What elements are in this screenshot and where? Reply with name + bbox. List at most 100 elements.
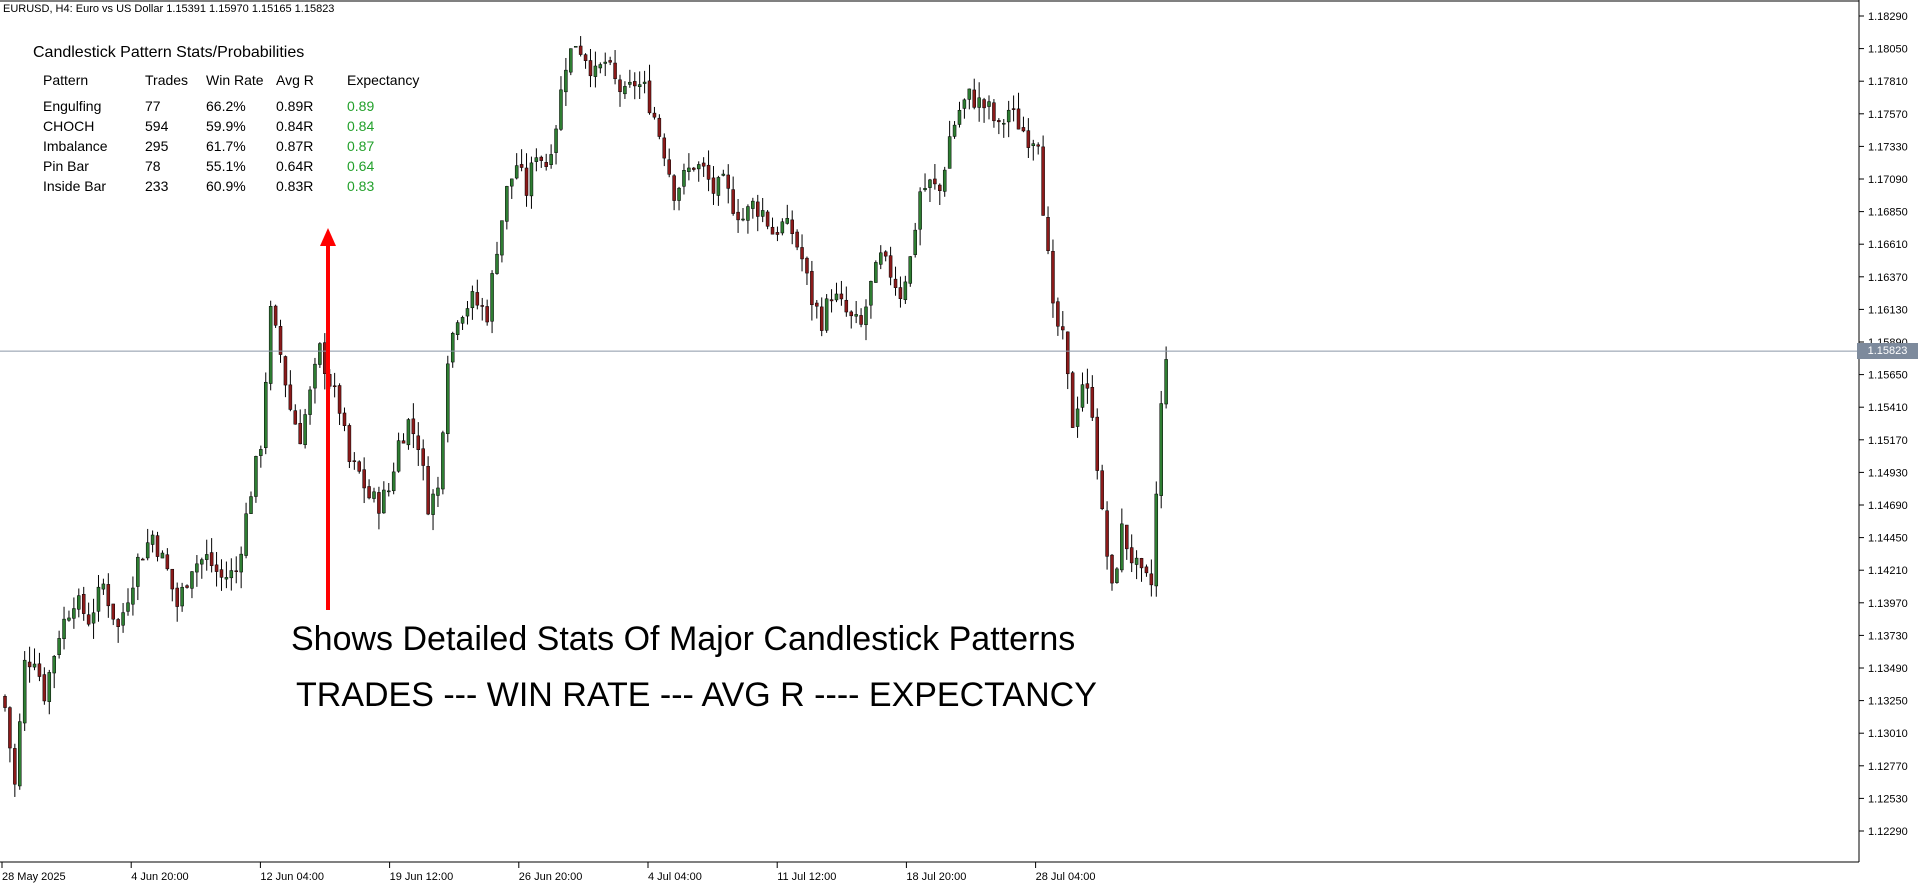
candle-body	[687, 167, 691, 172]
price-tick-label: 1.17810	[1868, 76, 1908, 88]
candle-body	[834, 293, 839, 301]
candle-body	[903, 281, 908, 301]
time-tick-label: 4 Jul 04:00	[648, 871, 702, 883]
candle-body	[485, 306, 489, 323]
time-tick-label: 26 Jun 20:00	[519, 871, 583, 883]
candle-body	[800, 247, 804, 260]
price-tick-label: 1.13730	[1868, 630, 1908, 642]
candle-body	[997, 120, 1001, 123]
candle-body	[854, 314, 858, 317]
candle-body	[1080, 384, 1085, 408]
candle-body	[37, 663, 42, 677]
price-tick-label: 1.15650	[1868, 370, 1908, 382]
pattern-name: Inside Bar	[43, 178, 107, 194]
price-tick-label: 1.13970	[1868, 598, 1908, 610]
candle-body	[278, 326, 283, 355]
candle-body	[947, 136, 952, 169]
candle-body	[524, 167, 529, 196]
candle-body	[1051, 251, 1055, 304]
candle-body	[534, 157, 539, 162]
avg-r-value: 0.84R	[276, 118, 314, 134]
candle-body	[396, 440, 401, 472]
candle-body	[303, 414, 307, 445]
candle-body	[544, 162, 548, 167]
candle-body	[465, 308, 470, 317]
candle-body	[1046, 217, 1050, 251]
candle-body	[992, 102, 996, 122]
candle-body	[824, 298, 829, 331]
candle-body	[529, 162, 534, 197]
candle-body	[367, 486, 371, 499]
price-tick-label: 1.13490	[1868, 663, 1908, 675]
candle-body	[519, 164, 524, 168]
candle-body	[1056, 301, 1060, 327]
candle-body	[662, 137, 667, 159]
candle-body	[229, 570, 234, 579]
candle-body	[583, 54, 588, 61]
candle-body	[190, 571, 194, 589]
candle-body	[180, 586, 184, 607]
up-arrow	[320, 228, 336, 610]
candle-body	[1164, 359, 1168, 405]
candle-body	[155, 535, 160, 557]
price-tick-label: 1.12290	[1868, 826, 1908, 838]
candle-body	[539, 156, 544, 161]
candle-body	[952, 124, 957, 137]
candle-body	[264, 381, 268, 448]
time-axis[interactable]: 28 May 2025 4 Jun 20:00 12 Jun 04:00 19 Jun…	[1, 862, 1096, 883]
candle-body	[362, 469, 366, 489]
table-row: Imbalance 295 61.7% 0.87R 0.87	[43, 136, 437, 156]
candle-body	[810, 271, 814, 306]
candle-body	[893, 278, 898, 288]
price-tick-label: 1.16610	[1868, 239, 1908, 251]
candle-body	[908, 256, 913, 284]
pattern-name: Pin Bar	[43, 158, 89, 174]
candle-body	[672, 175, 676, 201]
candle-body	[209, 552, 214, 566]
time-tick-label: 19 Jun 12:00	[390, 871, 454, 883]
candle-body	[1061, 326, 1065, 331]
price-axis[interactable]: 1.18290 1.18050 1.17810 1.17570 1.17330 1.170…	[1859, 11, 1908, 838]
candle-body	[1065, 331, 1070, 375]
candle-body	[337, 385, 342, 414]
candle-body	[77, 595, 81, 610]
expectancy-value: 0.83	[347, 178, 375, 194]
avg-r-value: 0.87R	[276, 138, 314, 154]
candle-body	[711, 177, 716, 194]
candle-body	[1011, 108, 1016, 110]
candle-body	[505, 186, 509, 222]
candle-body	[42, 674, 47, 702]
candle-body	[313, 363, 317, 389]
time-tick-label: 28 Jul 04:00	[1036, 871, 1096, 883]
candle-body	[815, 302, 819, 307]
candle-body	[746, 206, 750, 221]
candle-body	[618, 79, 622, 93]
candle-body	[72, 608, 76, 619]
candle-body	[913, 229, 917, 255]
price-tick-label: 1.13250	[1868, 696, 1908, 708]
price-tick-label: 1.17330	[1868, 141, 1908, 153]
candle-body	[726, 174, 730, 189]
candle-body	[1026, 130, 1031, 148]
candle-body	[141, 558, 145, 561]
candle-body	[647, 80, 652, 114]
price-tick-label: 1.16370	[1868, 272, 1908, 284]
candle-body	[318, 343, 322, 365]
candle-body	[1149, 573, 1154, 586]
candle-body	[244, 513, 248, 556]
win-rate-value: 59.9%	[206, 118, 246, 134]
candle-body	[608, 60, 612, 63]
table-row: Pin Bar 78 55.1% 0.64R 0.64	[43, 156, 437, 176]
candle-body	[957, 109, 962, 125]
candle-body	[57, 638, 61, 655]
candle-body	[569, 48, 573, 73]
candle-body	[52, 656, 56, 674]
pattern-name: Engulfing	[43, 98, 102, 114]
candle-body	[1139, 558, 1144, 569]
candle-body	[987, 101, 991, 107]
expectancy-value: 0.87	[347, 138, 375, 154]
candle-body	[859, 315, 863, 325]
candle-body	[234, 570, 238, 572]
candle-body	[323, 342, 327, 374]
